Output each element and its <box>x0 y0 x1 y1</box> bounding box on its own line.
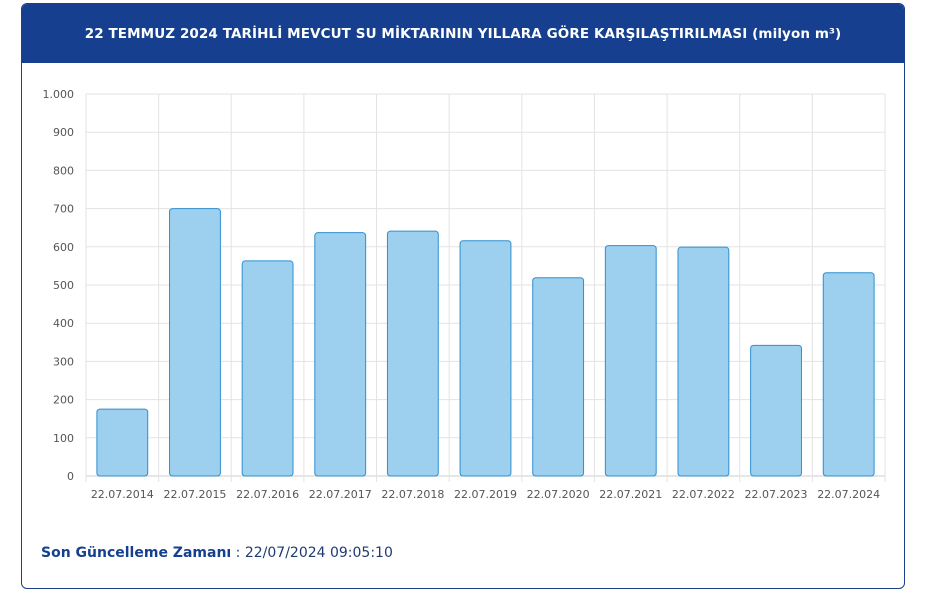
y-tick-label: 300 <box>53 355 74 368</box>
y-tick-label: 700 <box>53 203 74 216</box>
y-tick-label: 100 <box>53 432 74 445</box>
x-tick-label: 22.07.2015 <box>163 488 226 501</box>
y-axis-ticks: 0 100 200 300 400 500 600 700 800 900 1.000 <box>43 88 75 483</box>
bar[interactable] <box>604 245 657 477</box>
y-tick-label: 500 <box>53 279 74 292</box>
chart-title: 22 TEMMUZ 2024 TARİHLİ MEVCUT SU MİKTARI… <box>84 25 842 42</box>
x-tick-label: 22.07.2017 <box>309 488 372 501</box>
x-axis-ticks: 22.07.2014 22.07.2015 22.07.2016 22.07.2017… <box>91 488 880 501</box>
x-tick-label: 22.07.2020 <box>527 488 590 501</box>
y-tick-label: 900 <box>53 126 74 139</box>
last-updated: Son Güncelleme Zamanı : 22/07/2024 09:05… <box>41 545 393 561</box>
bar-series <box>96 208 875 477</box>
last-updated-value: 22/07/2024 09:05:10 <box>244 545 393 561</box>
bar[interactable] <box>459 240 512 477</box>
bar[interactable] <box>386 230 439 477</box>
x-tick-label: 22.07.2022 <box>672 488 735 501</box>
bar[interactable] <box>532 277 585 477</box>
x-tick-label: 22.07.2021 <box>599 488 662 501</box>
bar[interactable] <box>677 246 730 477</box>
y-tick-label: 600 <box>53 241 74 254</box>
bar[interactable] <box>241 260 294 477</box>
chart-card: 22 TEMMUZ 2024 TARİHLİ MEVCUT SU MİKTARI… <box>21 3 905 589</box>
y-tick-label: 0 <box>67 470 74 483</box>
bar[interactable] <box>169 208 221 477</box>
x-tick-label: 22.07.2024 <box>817 488 880 501</box>
x-tick-label: 22.07.2019 <box>454 488 517 501</box>
bar[interactable] <box>314 232 367 477</box>
y-tick-label: 800 <box>53 164 74 177</box>
bar[interactable] <box>750 344 802 477</box>
last-updated-separator: : <box>231 545 245 561</box>
x-tick-label: 22.07.2016 <box>236 488 299 501</box>
x-tick-label: 22.07.2018 <box>381 488 444 501</box>
bar[interactable] <box>822 272 875 477</box>
chart-header: 22 TEMMUZ 2024 TARİHLİ MEVCUT SU MİKTARI… <box>22 4 904 63</box>
bar-chart: 0 100 200 300 400 500 600 700 800 900 1.000 22.07.… <box>43 88 886 501</box>
y-tick-label: 400 <box>53 317 74 330</box>
bar[interactable] <box>96 408 149 477</box>
y-tick-label: 200 <box>53 394 74 407</box>
y-tick-label: 1.000 <box>43 88 75 101</box>
last-updated-label: Son Güncelleme Zamanı <box>41 545 232 561</box>
x-tick-label: 22.07.2014 <box>91 488 154 501</box>
x-tick-label: 22.07.2023 <box>745 488 808 501</box>
